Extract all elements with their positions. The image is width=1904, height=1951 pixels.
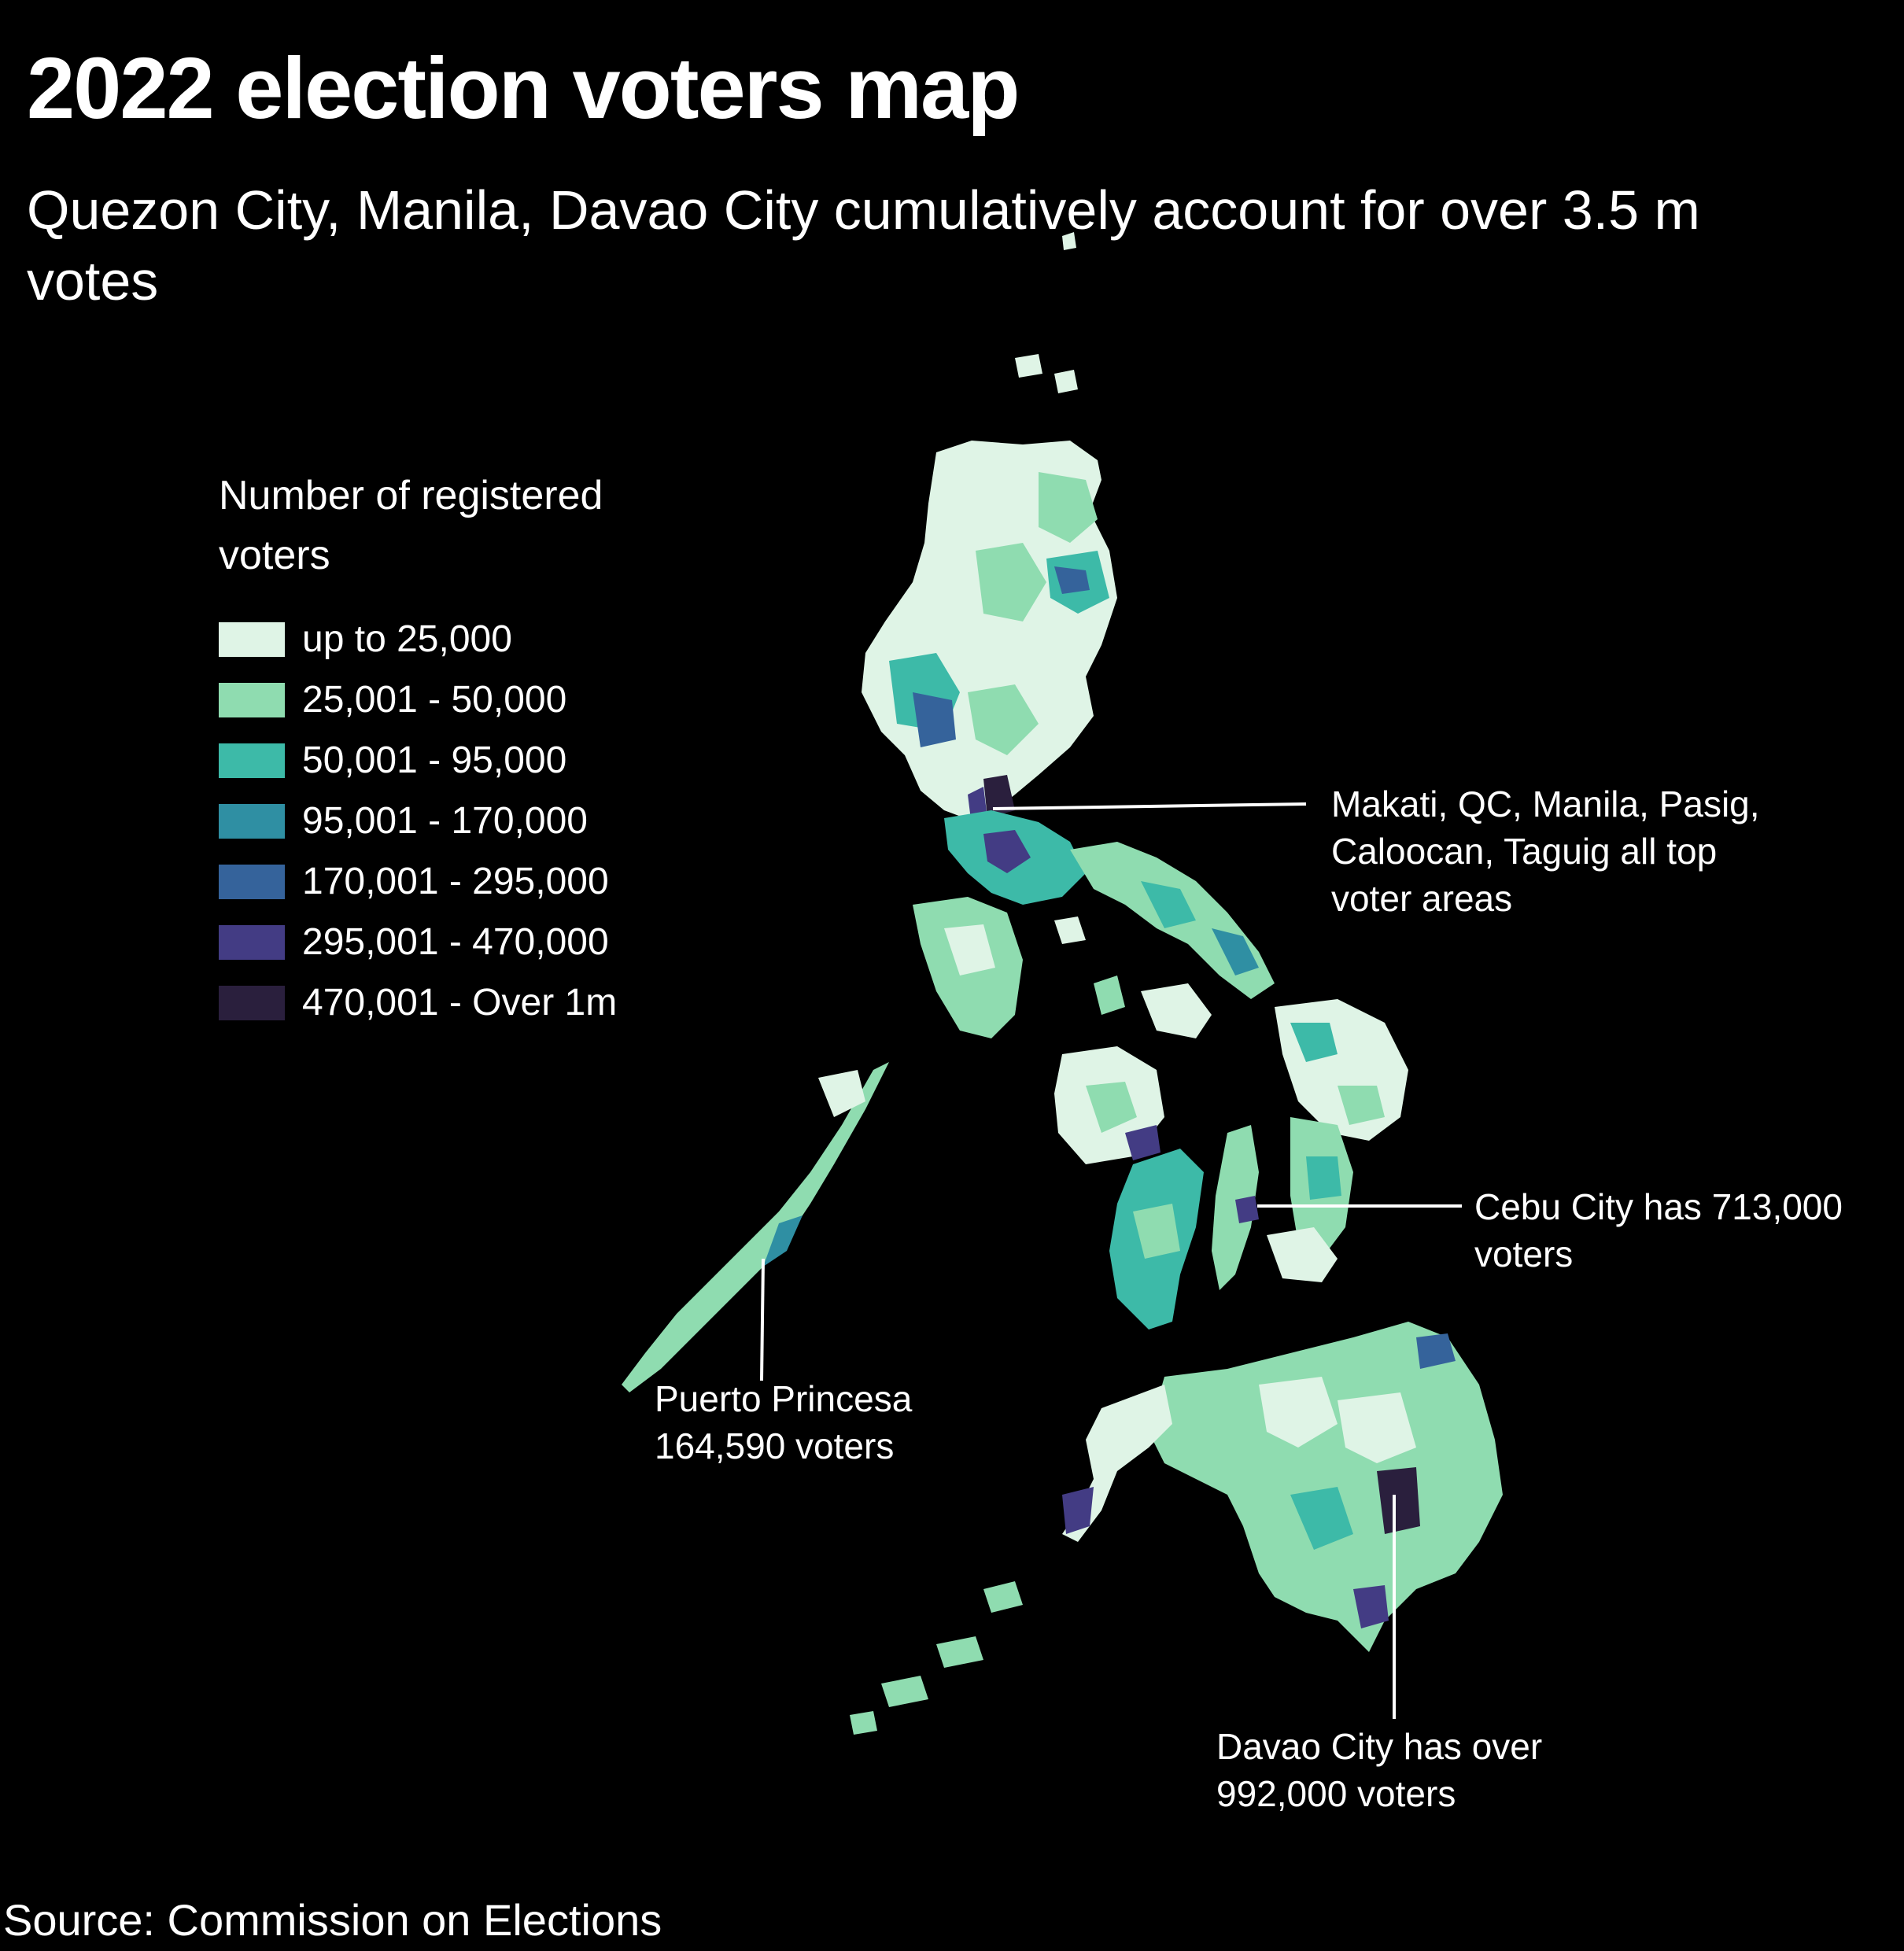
source-note: Source: Commission on Elections: [3, 1895, 662, 1945]
legend-swatch: [219, 924, 285, 960]
legend-item: 295,001 - 470,000: [219, 912, 659, 972]
legend-item: up to 25,000: [219, 609, 659, 669]
legend-item: 50,001 - 95,000: [219, 730, 659, 791]
region-sulu: [850, 1581, 1023, 1735]
region-mindanao: [1149, 1322, 1503, 1652]
legend-label: 295,001 - 470,000: [302, 921, 609, 963]
legend-item: 95,001 - 170,000: [219, 791, 659, 851]
puerto-princesa-annotation: Puerto Princesa 164,590 voters: [655, 1378, 913, 1466]
legend-swatch: [219, 803, 285, 839]
legend-label: up to 25,000: [302, 618, 512, 660]
legend-swatch: [219, 864, 285, 899]
cebu-annotation: Cebu City has 713,000 voters: [1474, 1186, 1843, 1274]
region-masbate: [1141, 983, 1212, 1038]
metro-manila-annotation: Makati, QC, Manila, Pasig, Caloocan, Tag…: [1331, 784, 1760, 919]
legend-swatch: [219, 682, 285, 717]
map-title: 2022 election voters map: [27, 40, 1020, 137]
legend-item: 170,001 - 295,000: [219, 851, 659, 912]
legend: Number of registered voters up to 25,000…: [219, 466, 659, 1033]
puerto-leader: [760, 1258, 765, 1381]
legend-title: Number of registered voters: [219, 473, 603, 578]
annotation-leaders: [760, 802, 1462, 1719]
map-subtitle: Quezon City, Manila, Davao City cumulati…: [27, 179, 1700, 312]
legend-label: 470,001 - Over 1m: [302, 982, 618, 1023]
region-bohol: [1267, 1227, 1338, 1282]
legend-swatch: [219, 743, 285, 778]
legend-item: 470,001 - Over 1m: [219, 972, 659, 1033]
region-palawan: [622, 1062, 889, 1392]
legend-label: 95,001 - 170,000: [302, 800, 588, 842]
davao-annotation: Davao City has over 992,000 voters: [1216, 1726, 1543, 1814]
legend-swatch: [219, 985, 285, 1020]
metro-leader: [992, 802, 1307, 810]
legend-item: 25,001 - 50,000: [219, 669, 659, 730]
legend-label: 50,001 - 95,000: [302, 739, 567, 781]
legend-label: 25,001 - 50,000: [302, 679, 567, 721]
region-cebu: [1212, 1125, 1259, 1290]
legend-swatch: [219, 621, 285, 657]
island-shapes: [622, 232, 1503, 1735]
legend-label: 170,001 - 295,000: [302, 861, 609, 902]
